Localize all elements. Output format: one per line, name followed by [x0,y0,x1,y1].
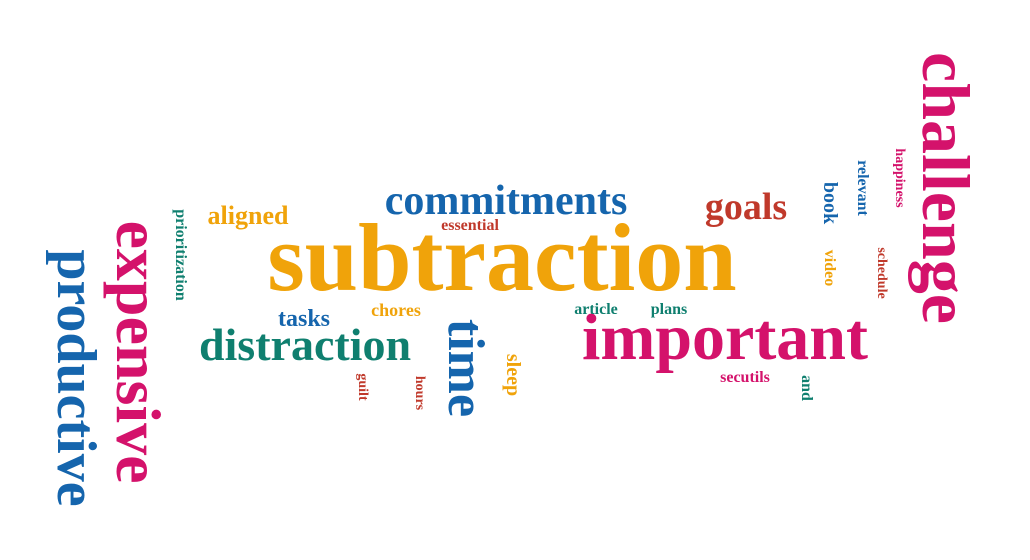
word-aligned: aligned [207,201,289,230]
word-productive: productive [45,249,107,507]
word-guilt: guilt [355,373,370,401]
word-distraction: distraction [198,319,412,370]
word-chores: chores [371,300,421,320]
word-happiness: happiness [892,148,907,208]
word-prioritization: prioritization [172,209,189,301]
word-subtraction: subtraction [267,204,737,311]
word-and: and [798,375,815,401]
word-hours: hours [412,375,427,411]
word-goals: goals [704,186,788,228]
word-important: important [582,301,868,374]
word-relevant: relevant [854,160,871,216]
word-book: book [819,181,841,225]
word-plans: plans [650,301,688,318]
word-expensive: expensive [103,220,174,484]
word-article: article [574,301,618,318]
word-video: video [821,249,838,287]
word-tasks: tasks [277,306,331,332]
word-schedule: schedule [874,247,889,299]
word-essential: essential [441,217,499,234]
word-sleep: sleep [502,353,524,397]
word-challenge: challenge [908,52,984,324]
word-secutils: secutils [720,369,770,386]
word-time: time [437,318,494,418]
word-commitments: commitments [384,178,628,224]
